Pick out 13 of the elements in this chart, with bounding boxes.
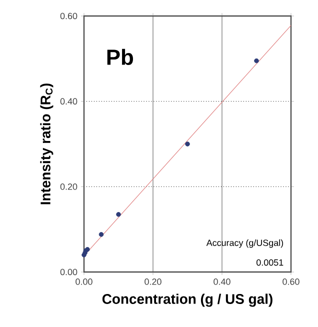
annotation: Pb [107,48,133,66]
x-tick-label: 0.60 [282,278,300,285]
y-tick-label: 0.20 [60,183,78,190]
x-tick-label: 0.20 [144,278,162,285]
annotation: Accuracy (g/USgal) [206,239,284,248]
x-tick-label: 0.40 [214,278,230,285]
y-tick-label: 0.60 [60,12,78,20]
y-tick-label: 0.00 [60,268,78,276]
y-tick-label: 0.40 [60,98,78,105]
annotation: 0.0051 [256,259,284,266]
x-tick-label: 0.00 [76,278,92,285]
y-axis-title: Intensity ratio (R$_{C}$) [40,84,54,204]
x-axis-title: Concentration (g / US gal) [102,294,272,307]
